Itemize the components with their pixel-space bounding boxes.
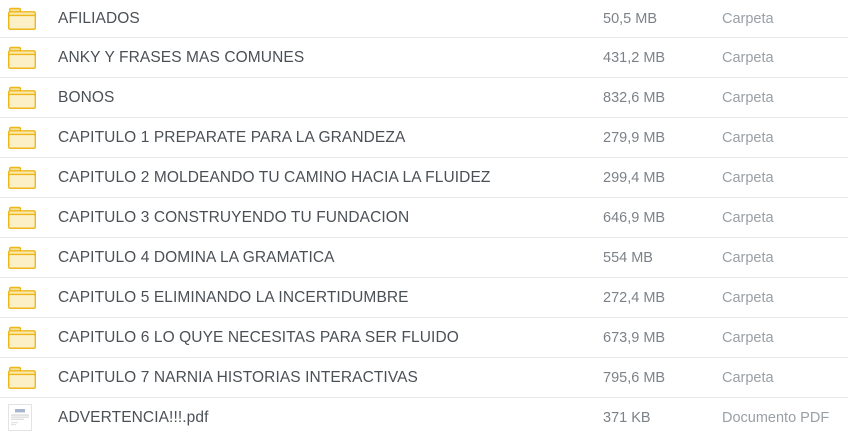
table-row[interactable]: BONOS 832,6 MB Carpeta [0,78,848,118]
file-type: Carpeta [722,209,774,226]
table-row[interactable]: CAPITULO 7 NARNIA HISTORIAS INTERACTIVAS… [0,358,848,398]
folder-icon [7,246,37,269]
table-row[interactable]: AFILIADOS 50,5 MB Carpeta [0,0,848,38]
file-name: CAPITULO 2 MOLDEANDO TU CAMINO HACIA LA … [58,168,491,186]
folder-icon [7,86,37,109]
file-size: 554 MB [603,249,653,266]
icon-cell [7,206,58,229]
file-size: 279,9 MB [603,129,666,146]
file-name: CAPITULO 6 LO QUYE NECESITAS PARA SER FL… [58,328,459,346]
table-row[interactable]: CAPITULO 1 PREPARATE PARA LA GRANDEZA 27… [0,118,848,158]
file-type: Carpeta [722,10,774,27]
file-size: 646,9 MB [603,209,666,226]
file-type: Carpeta [722,129,774,146]
icon-cell [7,246,58,269]
file-type: Carpeta [722,329,774,346]
table-row[interactable]: ADVERTENCIA!!!.pdf 371 KB Documento PDF [0,398,848,435]
file-name: CAPITULO 3 CONSTRUYENDO TU FUNDACION [58,208,410,226]
file-size: 673,9 MB [603,329,666,346]
file-name: AFILIADOS [58,9,140,27]
table-row[interactable]: CAPITULO 6 LO QUYE NECESITAS PARA SER FL… [0,318,848,358]
file-type: Carpeta [722,289,774,306]
table-row[interactable]: CAPITULO 4 DOMINA LA GRAMATICA 554 MB Ca… [0,238,848,278]
file-size: 431,2 MB [603,49,666,66]
icon-cell [7,366,58,389]
file-name: CAPITULO 4 DOMINA LA GRAMATICA [58,248,335,266]
file-name: CAPITULO 1 PREPARATE PARA LA GRANDEZA [58,128,406,146]
folder-icon [7,366,37,389]
folder-icon [7,206,37,229]
file-type: Documento PDF [722,409,830,426]
file-name: BONOS [58,88,115,106]
file-size: 832,6 MB [603,89,666,106]
icon-cell [8,404,58,431]
icon-cell [7,166,58,189]
file-size: 371 KB [603,409,651,426]
file-type: Carpeta [722,49,774,66]
file-type: Carpeta [722,369,774,386]
file-size: 272,4 MB [603,289,666,306]
table-row[interactable]: CAPITULO 2 MOLDEANDO TU CAMINO HACIA LA … [0,158,848,198]
folder-icon [7,7,37,30]
folder-icon [7,326,37,349]
file-name: ANKY Y FRASES MAS COMUNES [58,48,305,66]
file-name: CAPITULO 7 NARNIA HISTORIAS INTERACTIVAS [58,368,419,386]
icon-cell [7,286,58,309]
folder-icon [7,166,37,189]
table-row[interactable]: ANKY Y FRASES MAS COMUNES 431,2 MB Carpe… [0,38,848,78]
file-size: 299,4 MB [603,169,666,186]
file-name: ADVERTENCIA!!!.pdf [58,408,209,426]
file-name: CAPITULO 5 ELIMINANDO LA INCERTIDUMBRE [58,288,409,306]
file-size: 795,6 MB [603,369,666,386]
table-row[interactable]: CAPITULO 5 ELIMINANDO LA INCERTIDUMBRE 2… [0,278,848,318]
pdf-icon [8,404,32,431]
table-row[interactable]: CAPITULO 3 CONSTRUYENDO TU FUNDACION 646… [0,198,848,238]
file-size: 50,5 MB [603,10,657,27]
icon-cell [7,46,58,69]
file-type: Carpeta [722,89,774,106]
folder-icon [7,126,37,149]
icon-cell [7,126,58,149]
file-type: Carpeta [722,249,774,266]
folder-icon [7,286,37,309]
icon-cell [7,326,58,349]
file-type: Carpeta [722,169,774,186]
icon-cell [7,7,58,30]
icon-cell [7,86,58,109]
folder-icon [7,46,37,69]
